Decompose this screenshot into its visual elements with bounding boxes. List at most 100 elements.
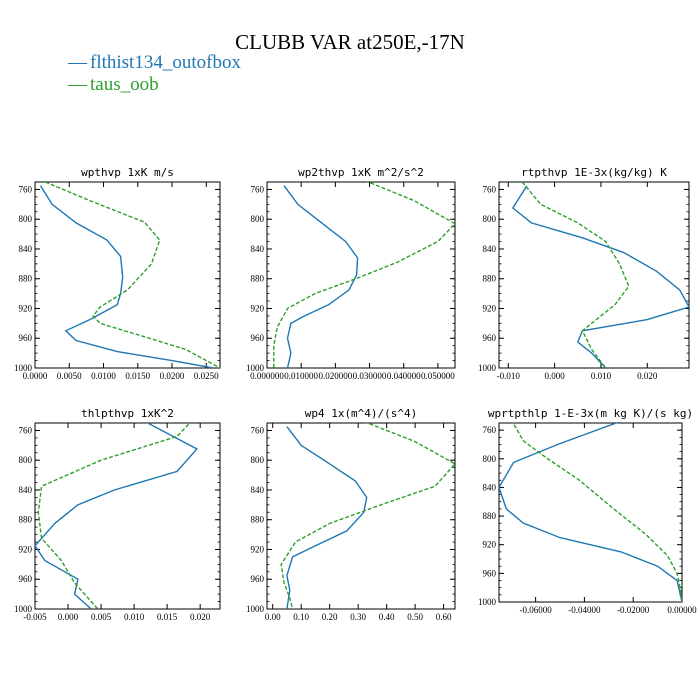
panel-title: wp4 1x(m^4)/(s^4): [305, 407, 418, 420]
x-tick-label: 0.010: [124, 612, 145, 622]
y-tick-label: 760: [251, 184, 265, 194]
x-tick-label: 0.020: [637, 371, 658, 381]
y-tick-label: 960: [19, 333, 33, 343]
x-tick-label: 0.020: [190, 612, 211, 622]
y-tick-label: 840: [19, 244, 33, 254]
panel-frame: [498, 422, 683, 603]
y-tick-label: 760: [19, 425, 33, 435]
x-tick-label: 0.050000: [421, 371, 455, 381]
series-line-2: [37, 423, 191, 609]
series-line-2: [45, 182, 220, 368]
series-line-2: [512, 423, 682, 602]
y-tick-label: 1000: [478, 363, 497, 373]
y-tick-label: 960: [19, 574, 33, 584]
x-tick-label: -0.010: [497, 371, 521, 381]
series-line-1: [511, 185, 689, 368]
x-tick-label: 0.20: [322, 612, 338, 622]
x-tick-label: -0.02000: [617, 605, 650, 615]
x-tick-label: 0.000: [58, 612, 79, 622]
panel-frame: [34, 181, 221, 369]
x-tick-label: 0.0250: [194, 371, 219, 381]
x-tick-label: 0.0150: [125, 371, 150, 381]
x-tick-label: 0.0050: [57, 371, 82, 381]
x-tick-label: 0.50: [407, 612, 423, 622]
panel-title: wp2thvp 1xK m^2/s^2: [298, 166, 424, 179]
y-tick-label: 880: [251, 515, 265, 525]
panel-frame: [266, 181, 456, 369]
y-tick-label: 880: [251, 274, 265, 284]
y-tick-label: 880: [483, 274, 497, 284]
panel-5: wp4 1x(m^4)/(s^4)76080084088092096010000…: [246, 407, 456, 622]
x-tick-label: 0.015: [157, 612, 178, 622]
y-tick-label: 920: [19, 303, 33, 313]
y-tick-label: 840: [251, 485, 265, 495]
y-tick-label: 840: [251, 244, 265, 254]
y-tick-label: 840: [483, 244, 497, 254]
x-tick-label: 0.000000: [250, 371, 284, 381]
panel-title: wprtpthlp 1-E-3x(m kg K)/(s kg): [488, 407, 693, 420]
y-tick-label: 1000: [246, 363, 265, 373]
y-tick-label: 840: [483, 482, 497, 492]
y-tick-label: 800: [251, 214, 265, 224]
x-tick-label: 0.005: [91, 612, 112, 622]
panel-frame: [266, 422, 456, 610]
chart-title: CLUBB VAR at250E,-17N: [235, 30, 465, 54]
y-tick-label: 880: [483, 511, 497, 521]
y-tick-label: 800: [483, 454, 497, 464]
x-tick-label: 0.10: [293, 612, 309, 622]
y-tick-label: 760: [483, 425, 497, 435]
x-tick-label: 0.40: [379, 612, 395, 622]
x-tick-label: 0.30: [350, 612, 366, 622]
x-tick-label: 0.00: [265, 612, 281, 622]
x-tick-label: 0.00000: [667, 605, 697, 615]
y-tick-label: 960: [483, 568, 497, 578]
legend-label: taus_oob: [90, 74, 159, 95]
panel-title: rtpthvp 1E-3x(kg/kg) K: [521, 166, 667, 179]
x-tick-label: -0.04000: [568, 605, 601, 615]
y-tick-label: 920: [483, 540, 497, 550]
x-tick-label: -0.06000: [519, 605, 552, 615]
panel-title: wpthvp 1xK m/s: [81, 166, 174, 179]
x-tick-label: 0.0200: [160, 371, 185, 381]
y-tick-label: 960: [251, 333, 265, 343]
x-tick-label: 0.000: [544, 371, 565, 381]
x-tick-label: 0.60: [436, 612, 452, 622]
y-tick-label: 1000: [478, 597, 497, 607]
y-tick-label: 920: [251, 544, 265, 554]
y-tick-label: 960: [483, 333, 497, 343]
y-tick-label: 1000: [246, 604, 265, 614]
panel-6: wprtpthlp 1-E-3x(m kg K)/(s kg) 760 800 840…: [478, 407, 697, 615]
series-line-2: [273, 182, 455, 368]
x-tick-label: 0.0000: [23, 371, 48, 381]
x-tick-label: 0.010000: [284, 371, 318, 381]
panel-title: thlpthvp 1xK^2: [81, 407, 174, 420]
y-tick-label: 920: [19, 544, 33, 554]
y-tick-label: 920: [483, 303, 497, 313]
y-tick-label: 800: [483, 214, 497, 224]
y-tick-label: 880: [19, 274, 33, 284]
x-tick-label: 0.030000: [353, 371, 387, 381]
series-line-1: [39, 185, 214, 368]
y-tick-label: 800: [19, 214, 33, 224]
series-line-1: [286, 426, 368, 609]
y-tick-label: 960: [251, 574, 265, 584]
panel-2: wp2thvp 1xK m^2/s^2 760 800 840 880 920 960 100…: [246, 166, 456, 381]
y-tick-label: 800: [19, 455, 33, 465]
panel-frame: [498, 181, 690, 369]
y-tick-label: 880: [19, 515, 33, 525]
series-line-2: [280, 423, 455, 609]
x-tick-label: 0.020000: [318, 371, 352, 381]
series-line-1: [283, 185, 359, 368]
x-tick-label: -0.005: [23, 612, 47, 622]
panel-frame: [34, 422, 221, 610]
x-tick-label: 0.010: [591, 371, 612, 381]
series-line-1: [35, 423, 199, 609]
series-line-1: [499, 423, 682, 602]
y-tick-label: 760: [251, 425, 265, 435]
series-line-2: [521, 182, 630, 368]
panel-3: rtpthvp 1E-3x(kg/kg) K 760 800 840 880 920 960…: [478, 166, 690, 381]
y-tick-label: 1000: [14, 363, 33, 373]
x-tick-label: 0.0100: [91, 371, 116, 381]
panel-4: thlpthvp 1xK^2 760 800 840 880 920 960 1000-0.0…: [14, 407, 221, 622]
